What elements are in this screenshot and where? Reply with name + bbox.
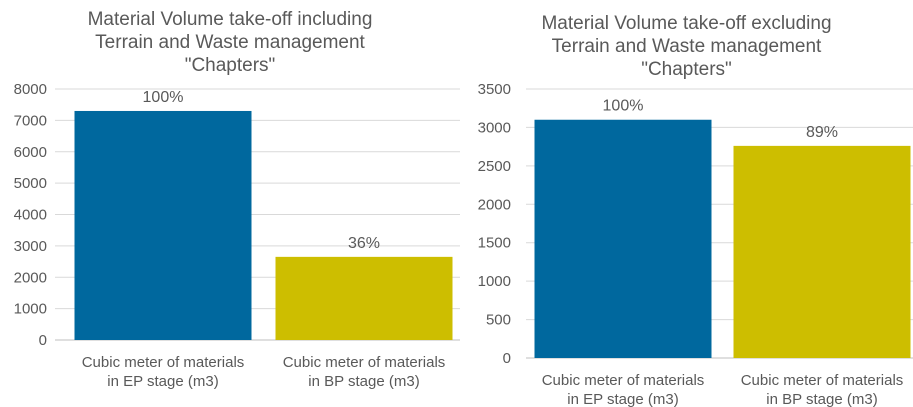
bar-ep-stage bbox=[534, 119, 712, 358]
y-tick-label: 0 bbox=[503, 350, 511, 367]
bar-chart-excluding: 0 500 1000 1500 2000 2500 3000 3500 100% Cubic me… bbox=[478, 81, 913, 407]
chart-title: Material Volume take-off including Terra… bbox=[87, 9, 373, 76]
data-label: 100% bbox=[143, 89, 184, 106]
y-tick-label: 2500 bbox=[478, 158, 511, 175]
chart-title: Material Volume take-off excluding Terra… bbox=[541, 13, 832, 80]
chart-including-terrain: Material Volume take-off including Terra… bbox=[14, 9, 460, 390]
y-tick-label: 3000 bbox=[478, 119, 511, 136]
y-tick-label: 6000 bbox=[14, 144, 47, 161]
y-tick-label: 3000 bbox=[14, 238, 47, 255]
y-tick-label: 1000 bbox=[14, 301, 47, 318]
y-tick-label: 2000 bbox=[14, 269, 47, 286]
data-label: 36% bbox=[348, 235, 380, 252]
x-tick-label: Cubic meter of materials in BP stage (m3) bbox=[283, 354, 446, 390]
bar-bp-stage bbox=[275, 256, 453, 340]
y-tick-label: 0 bbox=[39, 332, 47, 349]
y-tick-label: 500 bbox=[486, 312, 511, 329]
x-tick-label: Cubic meter of materials in EP stage (m3) bbox=[82, 354, 245, 390]
bar-ep-stage bbox=[74, 110, 252, 341]
y-tick-label: 5000 bbox=[14, 175, 47, 192]
y-tick-label: 1000 bbox=[478, 273, 511, 290]
y-tick-label: 8000 bbox=[14, 81, 47, 98]
x-tick-label: Cubic meter of materials in BP stage (m3) bbox=[741, 372, 904, 407]
data-label: 89% bbox=[806, 124, 838, 141]
y-tick-label: 4000 bbox=[14, 207, 47, 224]
y-tick-label: 2000 bbox=[478, 196, 511, 213]
y-tick-label: 3500 bbox=[478, 81, 511, 98]
x-tick-label: Cubic meter of materials in EP stage (m3) bbox=[542, 372, 705, 407]
y-tick-label: 7000 bbox=[14, 112, 47, 129]
bar-bp-stage bbox=[733, 145, 911, 358]
bar-chart-including: 0 1000 2000 3000 4000 5000 6000 7000 8000 100% Cub… bbox=[14, 81, 460, 390]
data-label: 100% bbox=[603, 98, 644, 115]
chart-excluding-terrain: Material Volume take-off excluding Terra… bbox=[460, 0, 913, 407]
y-tick-label: 1500 bbox=[478, 235, 511, 252]
